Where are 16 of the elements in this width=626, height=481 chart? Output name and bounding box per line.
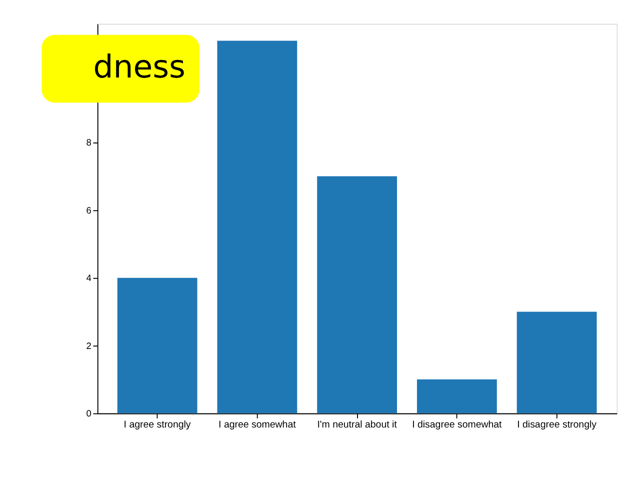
x-tick-label: I agree somewhat — [218, 420, 296, 431]
x-tick-label: I'm neutral about it — [317, 420, 398, 431]
bar — [117, 278, 198, 414]
y-tick-label: 6 — [86, 205, 92, 216]
bar — [516, 312, 597, 414]
bar — [217, 40, 298, 414]
bar — [416, 379, 497, 414]
y-tick-label: 8 — [86, 138, 92, 148]
x-tick-label: I disagree strongly — [517, 420, 597, 431]
x-tick-label: I agree strongly — [124, 420, 191, 431]
bar — [317, 176, 397, 414]
y-tick-label: 0 — [86, 408, 92, 419]
y-tick-label: 4 — [86, 273, 92, 284]
annotation: dness — [93, 50, 186, 86]
x-tick-label: I disagree somewhat — [412, 420, 502, 431]
y-tick-label: 2 — [86, 340, 92, 351]
